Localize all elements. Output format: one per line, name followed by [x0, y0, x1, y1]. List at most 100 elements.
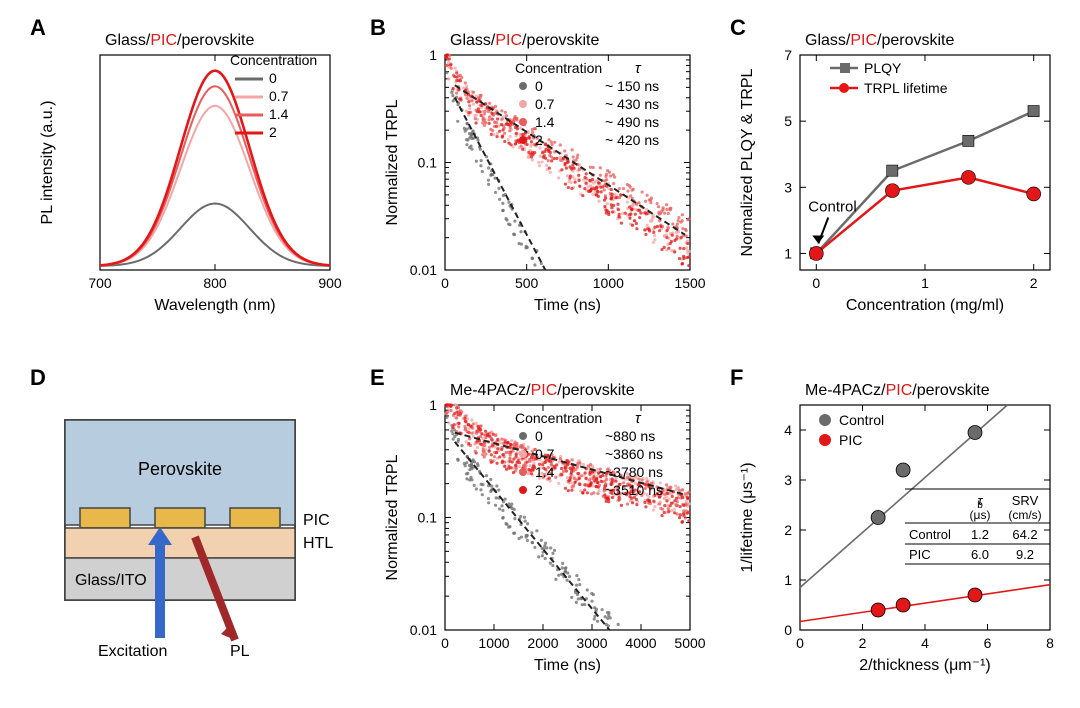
svg-text:4: 4 [921, 635, 929, 651]
svg-text:(cm/s): (cm/s) [1008, 508, 1041, 522]
svg-text:Control: Control [909, 527, 951, 542]
svg-text:64.2: 64.2 [1012, 527, 1037, 542]
svg-text:800: 800 [203, 275, 227, 291]
svg-text:1.2: 1.2 [971, 527, 989, 542]
svg-text:Concentration: Concentration [515, 60, 602, 76]
svg-text:PIC: PIC [303, 512, 330, 529]
svg-text:0: 0 [812, 275, 820, 291]
svg-text:Glass/PIC/perovskite: Glass/PIC/perovskite [805, 32, 954, 49]
panel-e: Me-4PACz/PIC/perovskite01000200030004000… [384, 382, 706, 674]
svg-text:1000: 1000 [478, 635, 509, 651]
svg-text:Glass/PIC/perovskite: Glass/PIC/perovskite [105, 32, 254, 49]
svg-text:0.7: 0.7 [535, 96, 555, 112]
svg-text:1: 1 [429, 47, 437, 63]
svg-text:0.7: 0.7 [269, 88, 289, 104]
svg-text:500: 500 [515, 275, 539, 291]
svg-text:~3510 ns: ~3510 ns [605, 482, 663, 498]
svg-text:2000: 2000 [527, 635, 558, 651]
svg-text:900: 900 [318, 275, 342, 291]
svg-text:Time (ns): Time (ns) [534, 297, 601, 314]
svg-text:0: 0 [535, 78, 543, 94]
svg-text:PL intensity (a.u.): PL intensity (a.u.) [39, 101, 56, 225]
svg-text:0: 0 [784, 622, 792, 638]
svg-text:1: 1 [784, 245, 792, 261]
svg-text:5000: 5000 [674, 635, 705, 651]
svg-text:8: 8 [1046, 635, 1054, 651]
svg-text:D: D [30, 365, 46, 390]
svg-text:PIC: PIC [909, 547, 931, 562]
svg-text:7: 7 [784, 47, 792, 63]
svg-text:Glass/ITO: Glass/ITO [75, 572, 147, 589]
svg-text:Concentration (mg/ml): Concentration (mg/ml) [846, 297, 1004, 314]
svg-text:A: A [30, 15, 46, 40]
svg-text:Wavelength (nm): Wavelength (nm) [154, 297, 275, 314]
svg-text:Control: Control [808, 198, 856, 215]
svg-text:9.2: 9.2 [1016, 547, 1034, 562]
svg-text:F: F [730, 365, 743, 390]
svg-text:0.7: 0.7 [535, 446, 555, 462]
panel-b: Glass/PIC/perovskite 0 500 1000 1500 0.01 0.1 1… [384, 32, 706, 314]
svg-text:700: 700 [88, 275, 112, 291]
svg-text:3: 3 [784, 472, 792, 488]
svg-text:SRV: SRV [1012, 493, 1039, 508]
panel-f: Me-4PACz/PIC/perovskite 0 2 4 6 8 0 1 2 3 4 2/thick… [739, 382, 1054, 674]
svg-text:0.01: 0.01 [410, 262, 437, 278]
svg-text:2/thickness (μm⁻¹): 2/thickness (μm⁻¹) [859, 657, 990, 674]
svg-text:6: 6 [984, 635, 992, 651]
svg-text:Normalized TRPL: Normalized TRPL [384, 454, 401, 580]
svg-text:1.4: 1.4 [269, 106, 289, 122]
svg-text:Excitation: Excitation [98, 643, 167, 660]
svg-text:~ 490 ns: ~ 490 ns [605, 114, 659, 130]
svg-text:PLQY: PLQY [864, 60, 902, 76]
svg-text:B: B [370, 15, 386, 40]
svg-text:1: 1 [429, 397, 437, 413]
svg-text:1: 1 [784, 572, 792, 588]
svg-text:2: 2 [535, 482, 543, 498]
svg-text:3: 3 [784, 179, 792, 195]
svg-text:0: 0 [269, 70, 277, 86]
svg-text:PIC: PIC [839, 432, 862, 448]
svg-text:~ 430 ns: ~ 430 ns [605, 96, 659, 112]
svg-text:Me-4PACz/PIC/perovskite: Me-4PACz/PIC/perovskite [450, 382, 635, 399]
svg-text:Glass/PIC/perovskite: Glass/PIC/perovskite [450, 32, 599, 49]
svg-text:6.0: 6.0 [971, 547, 989, 562]
panel-c: Glass/PIC/perovskite 0 1 2 1 3 5 7 Concentration… [739, 32, 1050, 314]
svg-text:~880 ns: ~880 ns [605, 428, 655, 444]
svg-text:2: 2 [859, 635, 867, 651]
svg-text:0: 0 [441, 635, 449, 651]
svg-text:PL: PL [230, 643, 250, 660]
svg-text:5: 5 [784, 113, 792, 129]
svg-text:0: 0 [796, 635, 804, 651]
svg-text:C: C [730, 15, 746, 40]
svg-text:1000: 1000 [593, 275, 624, 291]
svg-text:0.01: 0.01 [410, 622, 437, 638]
svg-text:2: 2 [1030, 275, 1038, 291]
svg-text:~ 150 ns: ~ 150 ns [605, 78, 659, 94]
panel-d: Perovskite PIC HTL Glass/ITO Excitation PL [65, 420, 333, 660]
svg-text:HTL: HTL [303, 535, 333, 552]
panel-a: Glass/PIC/perovskite 700 800 900 Wavelength … [39, 32, 342, 314]
svg-text:1500: 1500 [674, 275, 705, 291]
svg-text:0.1: 0.1 [418, 155, 438, 171]
svg-text:~3860 ns: ~3860 ns [605, 446, 663, 462]
svg-text:τ: τ [635, 60, 642, 77]
svg-text:1/lifetime (μs⁻¹): 1/lifetime (μs⁻¹) [739, 462, 756, 572]
svg-text:~3780 ns: ~3780 ns [605, 464, 663, 480]
svg-text:2: 2 [784, 522, 792, 538]
svg-text:E: E [370, 365, 385, 390]
svg-text:Concentration: Concentration [515, 410, 602, 426]
svg-text:2: 2 [269, 124, 277, 140]
svg-text:1: 1 [921, 275, 929, 291]
svg-text:τ: τ [635, 410, 642, 427]
svg-text:4000: 4000 [625, 635, 656, 651]
svg-text:0: 0 [535, 428, 543, 444]
svg-text:4: 4 [784, 422, 792, 438]
svg-text:Perovskite: Perovskite [138, 459, 222, 479]
svg-text:0: 0 [441, 275, 449, 291]
figure: Glass/PIC/perovskite700800900Wavelength … [0, 0, 1080, 705]
svg-text:Me-4PACz/PIC/perovskite: Me-4PACz/PIC/perovskite [805, 382, 990, 399]
svg-text:(μs): (μs) [970, 508, 991, 522]
svg-text:1.4: 1.4 [535, 464, 555, 480]
svg-text:Control: Control [839, 412, 884, 428]
svg-text:0.1: 0.1 [418, 510, 438, 526]
